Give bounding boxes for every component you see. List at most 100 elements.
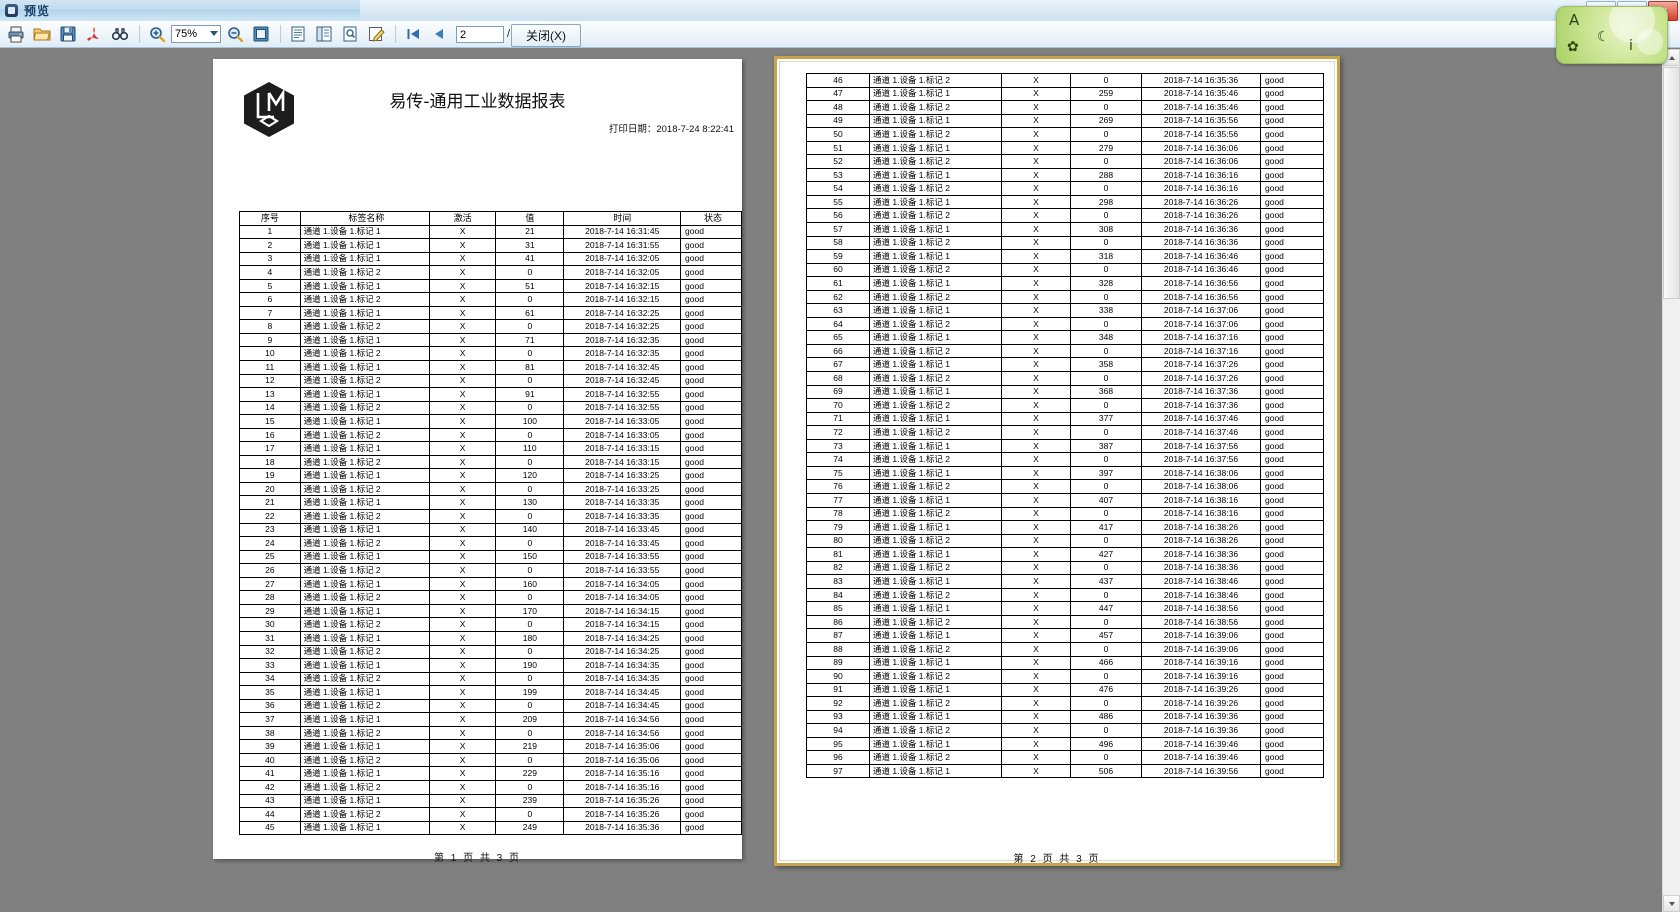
table-cell-tag: 通道 1.设备 1.标记 1 bbox=[869, 574, 1002, 589]
table-cell-val: 387 bbox=[1070, 438, 1142, 454]
table-cell-tag: 通道 1.设备 1.标记 1 bbox=[299, 630, 430, 646]
export-pdf-icon[interactable] bbox=[82, 22, 106, 46]
table-cell-tag: 通道 1.设备 1.标记 2 bbox=[869, 398, 1002, 413]
open-folder-icon[interactable] bbox=[30, 22, 54, 46]
zoom-in-icon[interactable] bbox=[145, 22, 169, 46]
table-cell-act: X bbox=[1001, 601, 1071, 616]
table-cell-sta: good bbox=[1260, 127, 1324, 142]
table-cell-idx: 62 bbox=[806, 289, 870, 305]
table-row: 19 通道 1.设备 1.标记 1 X 120 2018-7-14 16:33:25 go… bbox=[239, 468, 742, 483]
single-page-layout-icon[interactable] bbox=[286, 22, 310, 46]
toolbar-separator-3 bbox=[395, 25, 396, 43]
table-cell-sta: good bbox=[680, 400, 742, 416]
moon-icon[interactable]: ☾ bbox=[1597, 29, 1610, 45]
preview-canvas[interactable]: 易传-通用工业数据报表 打印日期：2018-7-24 8:22:41 序号 标签… bbox=[0, 49, 1663, 912]
table-cell-tim: 2018-7-14 16:33:25 bbox=[563, 468, 682, 483]
table-cell-tim: 2018-7-14 16:35:06 bbox=[563, 739, 682, 754]
fit-page-icon[interactable] bbox=[249, 22, 273, 46]
prev-page-icon[interactable] bbox=[427, 22, 451, 46]
table-cell-idx: 7 bbox=[239, 305, 301, 321]
table-row: 60 通道 1.设备 1.标记 2 X 0 2018-7-14 16:36:46 good bbox=[806, 262, 1324, 278]
table-cell-tag: 通道 1.设备 1.标记 1 bbox=[869, 682, 1002, 698]
table-cell-idx: 80 bbox=[806, 533, 870, 549]
table-row: 9 通道 1.设备 1.标记 1 X 71 2018-7-14 16:32:35 good bbox=[239, 332, 742, 348]
table-cell-sta: good bbox=[1260, 533, 1324, 549]
table-cell-idx: 10 bbox=[239, 346, 301, 361]
table-cell-tag: 通道 1.设备 1.标记 2 bbox=[299, 779, 430, 795]
table-cell-act: X bbox=[428, 387, 497, 402]
widget-letter-a-icon[interactable]: A bbox=[1569, 11, 1580, 29]
table-cell-act: X bbox=[428, 265, 497, 280]
print-icon[interactable] bbox=[4, 22, 28, 46]
table-row: 55 通道 1.设备 1.标记 1 X 298 2018-7-14 16:36:26 go… bbox=[806, 194, 1324, 210]
table-row: 3 通道 1.设备 1.标记 1 X 41 2018-7-14 16:32:05 good bbox=[239, 251, 742, 267]
save-disk-icon[interactable] bbox=[56, 22, 80, 46]
table-cell-tim: 2018-7-14 16:38:36 bbox=[1141, 560, 1261, 576]
table-cell-act: X bbox=[1001, 194, 1071, 210]
table-cell-tim: 2018-7-14 16:35:26 bbox=[563, 807, 682, 822]
table-cell-val: 160 bbox=[495, 576, 565, 592]
table-cell-tim: 2018-7-14 16:37:06 bbox=[1141, 303, 1261, 318]
table-row: 13 通道 1.设备 1.标记 1 X 91 2018-7-14 16:32:55 goo… bbox=[239, 387, 742, 402]
table-cell-idx: 93 bbox=[806, 709, 870, 725]
table-cell-tim: 2018-7-14 16:35:16 bbox=[563, 779, 682, 795]
table-cell-val: 0 bbox=[495, 779, 565, 795]
table-cell-val: 0 bbox=[1070, 154, 1142, 169]
table-cell-idx: 6 bbox=[239, 292, 301, 307]
table-cell-sta: good bbox=[1260, 343, 1324, 359]
table-row: 81 通道 1.设备 1.标记 1 X 427 2018-7-14 16:38:36 go… bbox=[806, 547, 1324, 562]
thumbnail-icon[interactable] bbox=[338, 22, 362, 46]
table-cell-tag: 通道 1.设备 1.标记 2 bbox=[299, 752, 430, 768]
table-cell-tim: 2018-7-14 16:38:56 bbox=[1141, 601, 1261, 616]
table-row: 8 通道 1.设备 1.标记 2 X 0 2018-7-14 16:32:25 good bbox=[239, 319, 742, 334]
table-row: 48 通道 1.设备 1.标记 2 X 0 2018-7-14 16:35:46 good bbox=[806, 100, 1324, 115]
page-number-input[interactable]: 2 bbox=[456, 25, 504, 43]
table-row: 61 通道 1.设备 1.标记 1 X 328 2018-7-14 16:36:56 go… bbox=[806, 276, 1324, 291]
table-cell-val: 0 bbox=[1070, 750, 1142, 765]
zoom-level-select[interactable]: 75% bbox=[171, 25, 221, 43]
table-row: 93 通道 1.设备 1.标记 1 X 486 2018-7-14 16:39:36 go… bbox=[806, 709, 1324, 725]
table-cell-tag: 通道 1.设备 1.标记 2 bbox=[299, 346, 430, 361]
two-page-layout-icon[interactable] bbox=[312, 22, 336, 46]
zoom-out-icon[interactable] bbox=[223, 22, 247, 46]
table-cell-tim: 2018-7-14 16:33:25 bbox=[563, 481, 682, 497]
table-cell-sta: good bbox=[1260, 763, 1324, 779]
table-cell-idx: 27 bbox=[239, 576, 301, 592]
table-row: 80 通道 1.设备 1.标记 2 X 0 2018-7-14 16:38:26 good bbox=[806, 533, 1324, 549]
table-cell-act: X bbox=[428, 617, 497, 632]
vertical-scrollbar[interactable] bbox=[1662, 49, 1680, 912]
table-cell-tag: 通道 1.设备 1.标记 1 bbox=[869, 167, 1002, 183]
preview-page-2[interactable]: 46 通道 1.设备 1.标记 2 X 0 2018-7-14 16:35:36 good… bbox=[774, 56, 1340, 866]
edit-icon[interactable] bbox=[364, 22, 388, 46]
info-icon[interactable]: i bbox=[1629, 38, 1633, 54]
table-cell-tim: 2018-7-14 16:38:36 bbox=[1141, 547, 1261, 562]
table-cell-val: 0 bbox=[495, 319, 565, 334]
table-cell-idx: 70 bbox=[806, 398, 870, 413]
table-cell-tag: 通道 1.设备 1.标记 2 bbox=[869, 533, 1002, 549]
table-cell-tag: 通道 1.设备 1.标记 1 bbox=[869, 276, 1002, 291]
table-cell-tag: 通道 1.设备 1.标记 1 bbox=[869, 465, 1002, 481]
table-cell-tim: 2018-7-14 16:34:05 bbox=[563, 590, 682, 605]
gear-icon[interactable]: ✿ bbox=[1567, 39, 1579, 55]
table-cell-tim: 2018-7-14 16:33:35 bbox=[563, 509, 682, 524]
preview-page-1[interactable]: 易传-通用工业数据报表 打印日期：2018-7-24 8:22:41 序号 标签… bbox=[213, 59, 742, 864]
close-preview-button[interactable]: 关闭(X) bbox=[511, 24, 581, 47]
table-cell-val: 269 bbox=[1070, 113, 1142, 129]
table-cell-val: 0 bbox=[495, 698, 565, 714]
table-cell-tag: 通道 1.设备 1.标记 2 bbox=[299, 725, 430, 741]
table-cell-val: 0 bbox=[1070, 533, 1142, 549]
table-cell-idx: 95 bbox=[806, 736, 870, 752]
table-cell-sta: good bbox=[1260, 100, 1324, 115]
table-cell-tag: 通道 1.设备 1.标记 1 bbox=[299, 305, 430, 321]
table-row: 28 通道 1.设备 1.标记 2 X 0 2018-7-14 16:34:05 good bbox=[239, 590, 742, 605]
table-cell-idx: 72 bbox=[806, 425, 870, 440]
table-cell-idx: 29 bbox=[239, 603, 301, 619]
scrollbar-thumb[interactable] bbox=[1663, 67, 1680, 299]
binoculars-find-icon[interactable] bbox=[108, 22, 132, 46]
first-page-icon[interactable] bbox=[401, 22, 425, 46]
table-row: 51 通道 1.设备 1.标记 1 X 279 2018-7-14 16:36:06 go… bbox=[806, 140, 1324, 156]
table-cell-tim: 2018-7-14 16:39:06 bbox=[1141, 628, 1261, 643]
table-cell-idx: 77 bbox=[806, 492, 870, 508]
scroll-down-icon[interactable] bbox=[1663, 895, 1680, 912]
floating-desktop-widget[interactable]: A ☾ ✿ i bbox=[1556, 6, 1668, 64]
